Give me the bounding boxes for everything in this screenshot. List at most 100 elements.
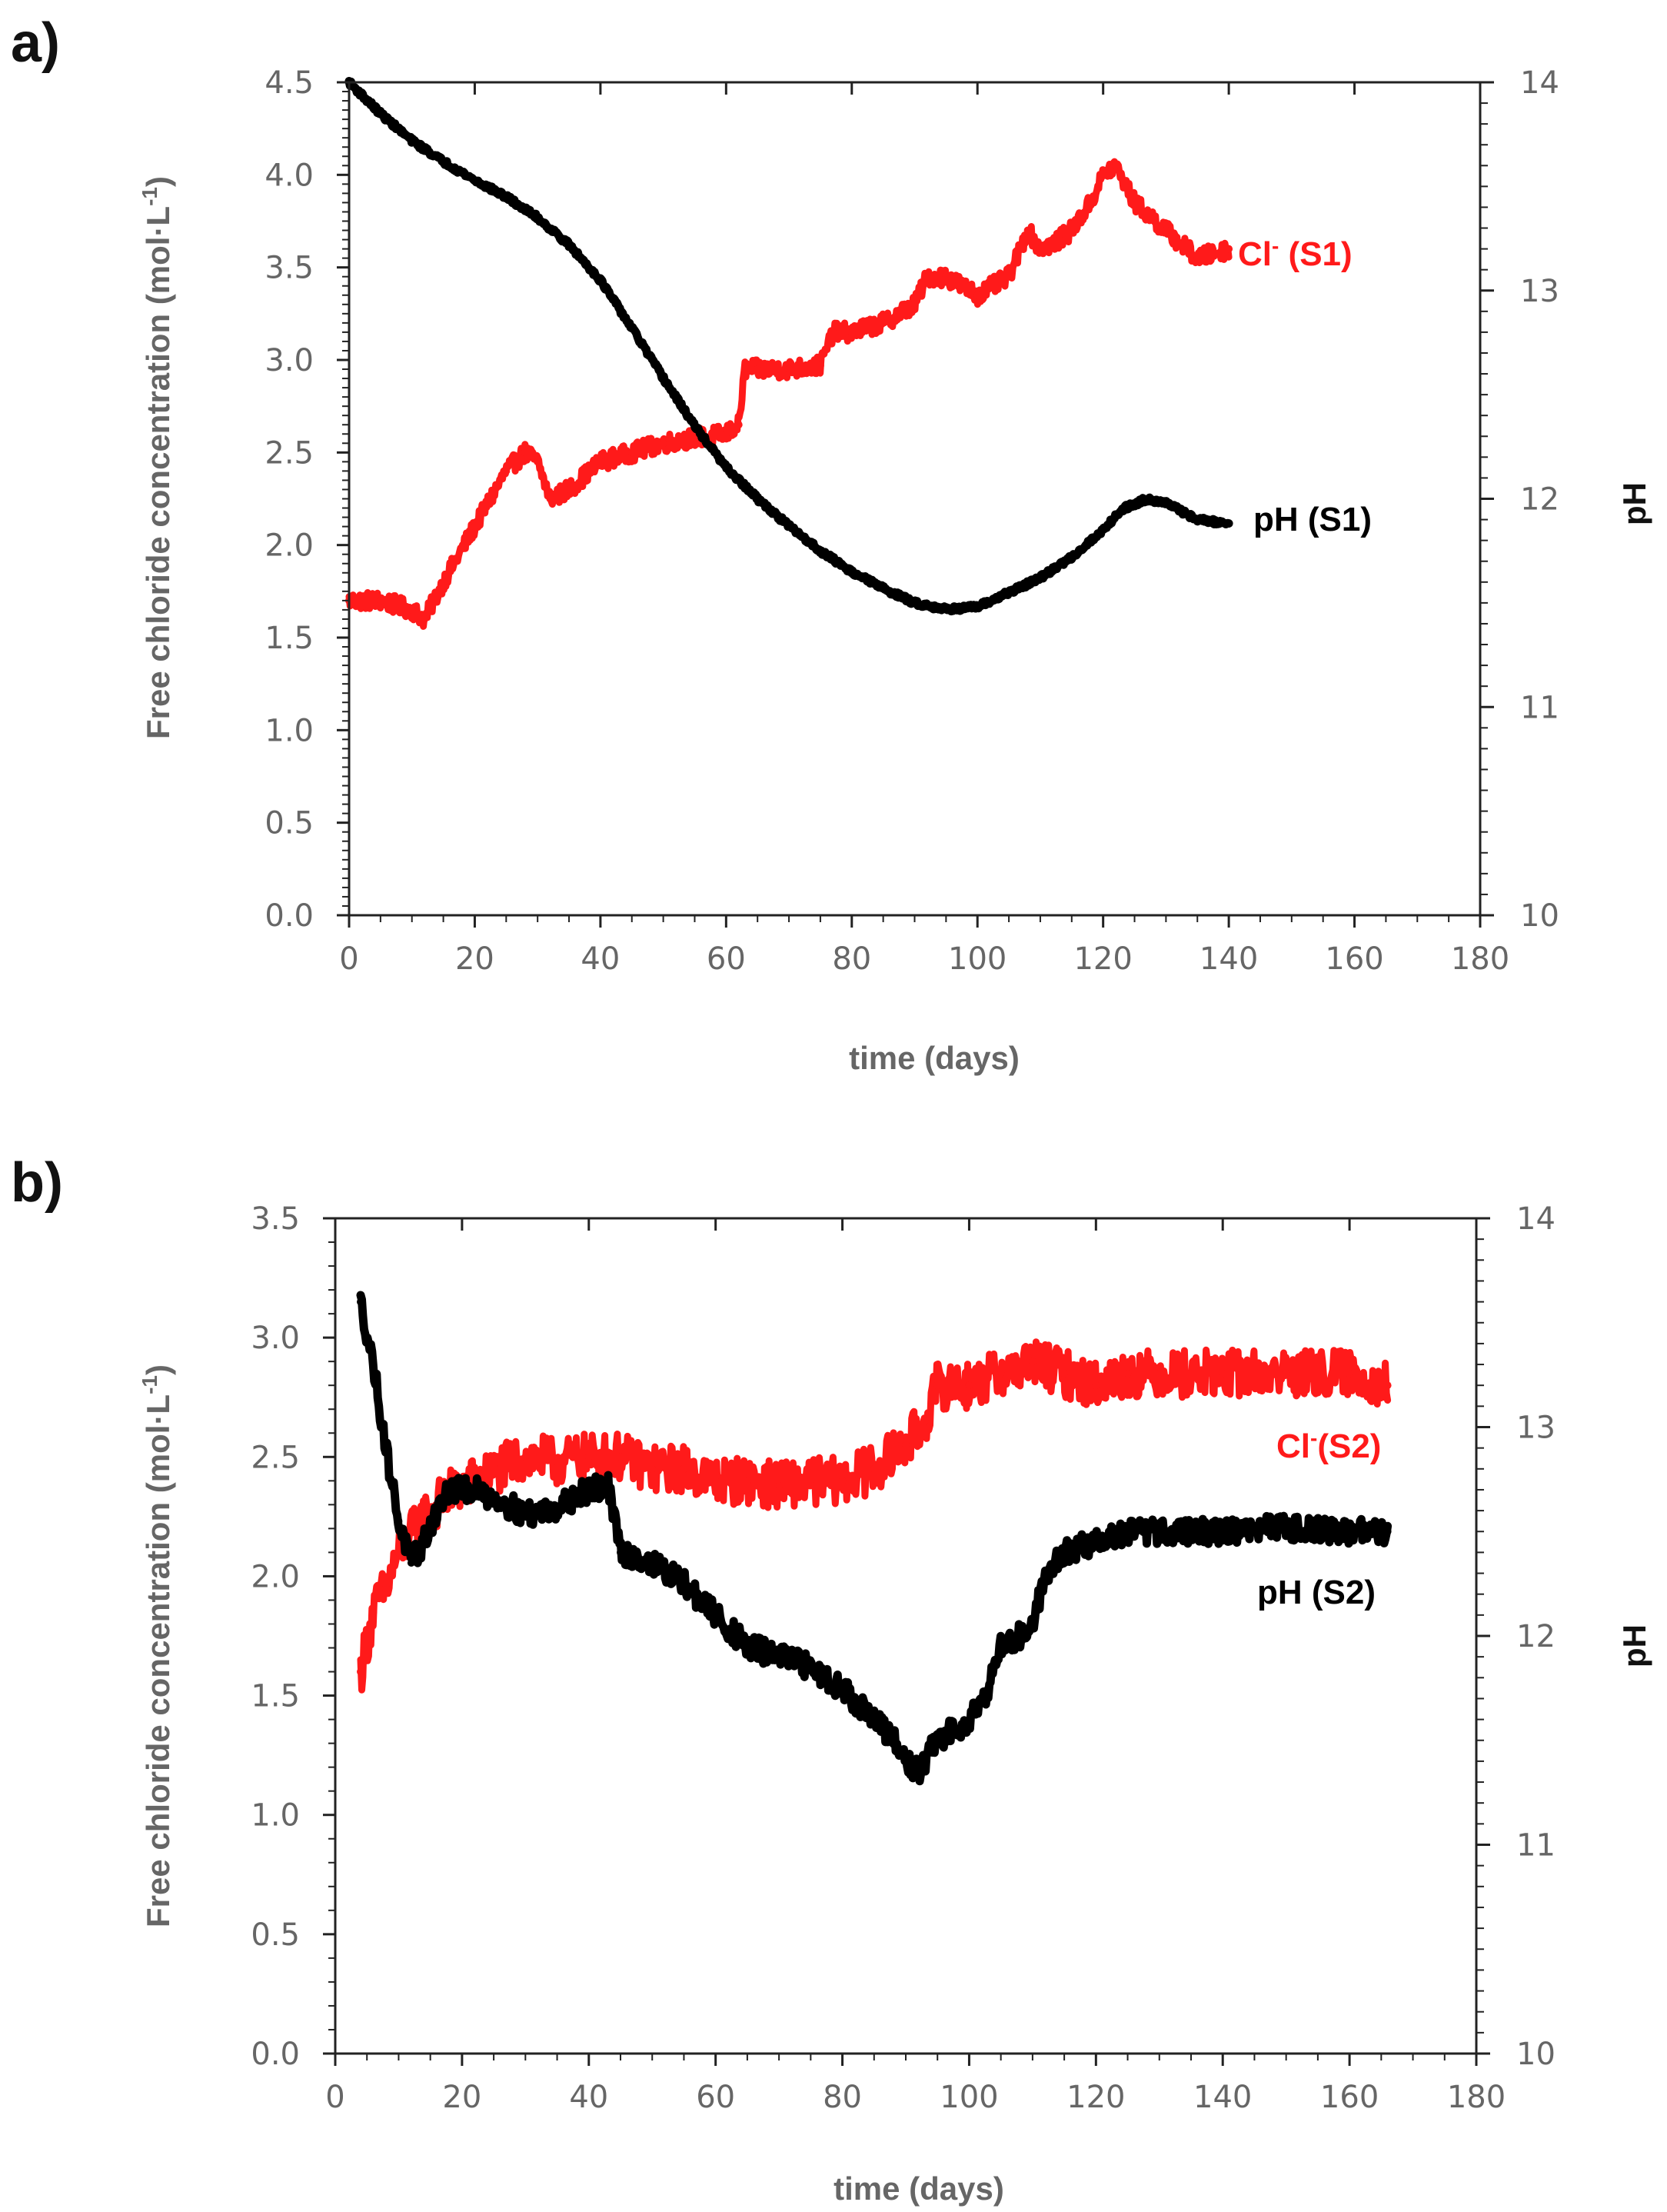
data-point [965, 1381, 973, 1390]
x-tick-label: 40 [581, 941, 620, 977]
data-point [847, 328, 856, 336]
data-point [382, 1584, 390, 1592]
x-tick-label: 0 [339, 941, 358, 977]
data-point [1383, 1381, 1392, 1390]
y-tick-label: 1.0 [251, 1798, 300, 1834]
x-tick-label: 140 [1200, 941, 1258, 977]
data-point [659, 374, 667, 382]
data-point [807, 1477, 815, 1485]
data-point [1155, 1527, 1163, 1536]
data-point [1005, 272, 1013, 281]
data-point [1162, 498, 1170, 507]
series-line-ph-s2- [356, 1291, 1392, 1786]
data-point [1225, 520, 1233, 528]
data-point [648, 1464, 657, 1473]
data-point [680, 1580, 688, 1588]
data-point [816, 547, 824, 555]
data-point [584, 1486, 593, 1494]
data-point [879, 318, 887, 327]
y-tick-label: 1.5 [251, 1679, 300, 1714]
data-point [376, 109, 384, 118]
panel-b-y-axis-title: Free chloride concentration (mol·L-1) [138, 1364, 176, 1927]
data-point [408, 136, 416, 145]
series-label-main: pH (S1) [1253, 501, 1372, 538]
data-point [785, 365, 794, 373]
data-point [965, 1715, 973, 1724]
data-point [1346, 1527, 1354, 1536]
data-point [471, 522, 479, 531]
x-tick-label: 20 [442, 2080, 481, 2115]
data-point [596, 458, 604, 466]
data-point [870, 1464, 878, 1473]
data-point [1346, 1369, 1354, 1378]
data-point [1099, 171, 1107, 179]
panel-a-y-axis-title-sup: -1 [138, 187, 161, 206]
data-point [394, 1517, 403, 1525]
data-point [1112, 162, 1120, 170]
data-point [1193, 515, 1202, 524]
y2-tick-label: 10 [1520, 898, 1559, 934]
data-point [565, 241, 573, 249]
data-point [997, 1642, 1005, 1651]
panel-b-y-axis-title-main: Free chloride concentration (mol·L [140, 1394, 176, 1927]
data-point [754, 365, 762, 373]
x-tick-label: 140 [1193, 2080, 1252, 2115]
series-label: Cl- (S1) [1238, 234, 1353, 273]
data-point [1086, 198, 1095, 207]
series-label: Cl-(S2) [1276, 1426, 1381, 1465]
series-line-ph-s1- [344, 77, 1233, 616]
data-point [648, 1559, 657, 1567]
data-point [421, 615, 429, 623]
data-point [596, 276, 604, 285]
y2-tick-label: 14 [1520, 65, 1559, 101]
data-point [711, 1477, 720, 1485]
data-point [496, 1464, 504, 1473]
data-point [1092, 1381, 1100, 1390]
data-point [914, 1767, 923, 1776]
data-point [838, 1477, 847, 1485]
y-tick-label: 0.0 [265, 898, 314, 934]
x-tick-label: 180 [1451, 941, 1509, 977]
data-point [394, 1548, 403, 1557]
data-point [997, 1369, 1005, 1378]
data-point [420, 1537, 428, 1546]
data-point [722, 430, 730, 438]
data-point [847, 568, 856, 576]
data-point [1162, 226, 1170, 235]
y-tick-label: 1.5 [265, 621, 314, 656]
data-point [357, 1667, 364, 1676]
x-tick-label: 180 [1447, 2080, 1506, 2115]
data-point [1067, 226, 1076, 235]
panel-a-label: a) [11, 12, 60, 74]
y-tick-label: 1.0 [265, 713, 314, 748]
panel-a: a) Free chloride concentration (mol·L-1)… [11, 12, 1652, 1076]
data-point [1282, 1523, 1290, 1531]
data-point [910, 300, 919, 308]
x-tick-label: 60 [696, 2080, 735, 2115]
y2-tick-label: 10 [1516, 2037, 1556, 2072]
data-point [816, 361, 824, 370]
data-point [933, 1381, 942, 1390]
data-point [521, 1453, 530, 1461]
panel-b-y-axis-title-sup: -1 [138, 1375, 161, 1394]
x-tick-label: 20 [455, 941, 494, 977]
data-point [445, 1486, 454, 1494]
data-point [973, 291, 982, 299]
data-point [1155, 1369, 1163, 1378]
panel-a-x-axis-title: time (days) [849, 1040, 1020, 1076]
y2-tick-label: 12 [1516, 1619, 1556, 1654]
data-point [471, 1486, 479, 1494]
data-point [984, 1684, 993, 1692]
panel-b-x-axis-title: time (days) [834, 2170, 1004, 2207]
series-label: pH (S1) [1253, 501, 1372, 538]
data-point [1193, 254, 1202, 262]
data-point [910, 598, 919, 607]
data-point [785, 521, 794, 530]
data-point [870, 1715, 878, 1724]
data-point [565, 485, 573, 494]
data-point [553, 1457, 561, 1466]
data-point [584, 1453, 593, 1461]
data-point [973, 603, 982, 611]
series-label-main: Cl [1238, 235, 1272, 273]
x-tick-label: 80 [823, 2080, 862, 2115]
